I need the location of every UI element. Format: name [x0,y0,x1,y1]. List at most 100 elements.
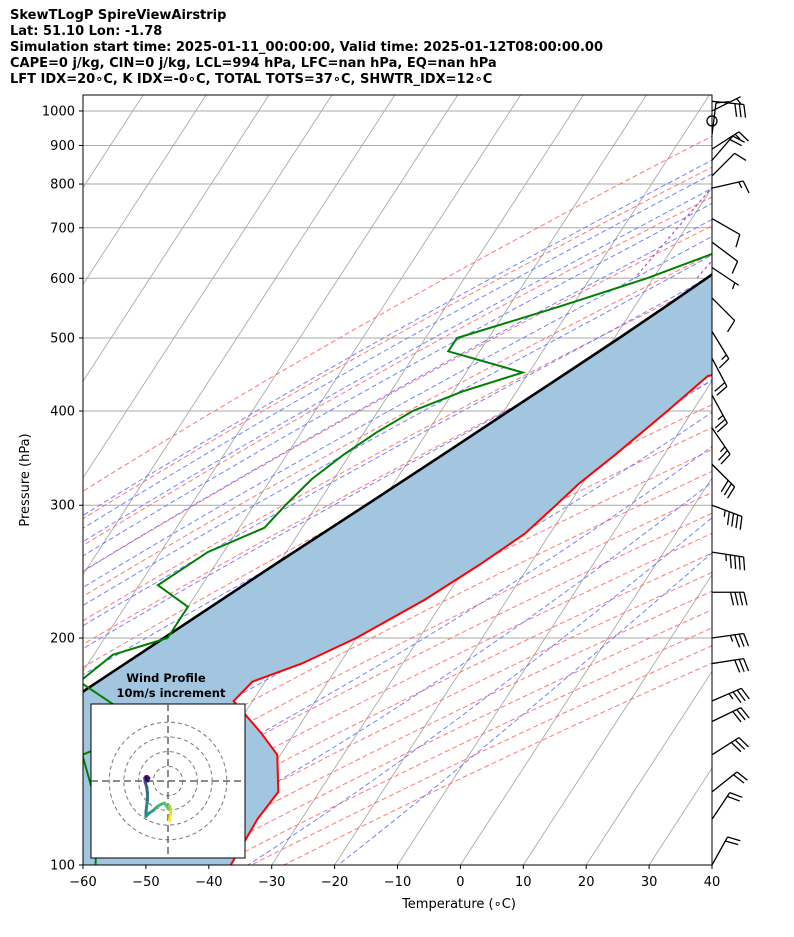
barb-full [729,592,735,606]
barb-shaft [711,657,744,665]
moist-adiabat-line [83,254,712,607]
moist-adiabat-line [83,187,712,543]
inset-hodograph [143,775,173,823]
y-tick-label: 500 [50,331,75,346]
barb-shaft [711,427,731,455]
dry-adiabat-line [88,552,712,865]
barb-full [720,480,729,493]
barb-full [716,422,728,433]
barb-half [719,446,726,453]
axes-layer: −60 −50 −40 −30 −20 −10 0 10 20 30 40 1000 900 800 700… [42,104,720,890]
barb-shaft [711,241,738,262]
isotherm-line [83,95,333,479]
moist-adiabat-line [134,481,712,865]
barb-half [721,354,727,361]
cape-line: CAPE=0 j/kg, CIN=0 j/kg, LCL=994 hPa, LF… [10,56,497,71]
temperature-profile-line [229,374,712,865]
moist-adiabat-line [83,202,712,557]
barb-full [727,795,740,802]
barb-shaft [711,463,736,488]
x-tick-label: 0 [456,875,464,890]
isotherm-line [585,670,712,865]
barb-shaft [711,504,743,518]
isotherm-line [775,95,794,865]
barb-shaft [711,687,742,702]
barb-shaft [711,152,736,177]
y-tick-label: 200 [50,632,75,647]
barb-shaft [711,297,736,322]
dry-adiabat-line [83,253,712,597]
wind-barb [711,632,750,648]
dewpoint-profile-line [83,252,712,865]
barb-full [729,138,743,147]
wind-barb [711,297,736,333]
barb-full [733,774,745,784]
y-tick-label: 700 [50,221,75,236]
barb-full [717,450,728,461]
wind-barb [711,707,750,723]
wind-barb [711,551,746,571]
barb-half [728,693,734,700]
barb-full [738,131,749,142]
barb-shaft [711,180,744,189]
barb-full [714,382,726,392]
moist-adiabat-line [83,297,712,650]
x-axis-label: Temperature (∘C) [401,897,516,912]
barb-full [731,513,735,527]
barb-half [731,282,736,290]
wind-barb [711,152,747,177]
moist-adiabat-line [83,218,712,572]
barb-shaft [711,331,730,360]
location-line: Lat: 51.10 Lon: -1.78 [10,24,163,39]
barb-half [717,414,724,421]
time-line: Simulation start time: 2025-01-11_00:00:… [10,40,603,55]
y-tick-label: 300 [50,499,75,514]
barb-full [720,453,731,465]
wind-barb [711,331,730,369]
barb-full [732,711,742,723]
barb-full [738,737,749,748]
barb-shaft [711,357,728,387]
barb-half [738,181,743,189]
barb-shaft [711,737,740,756]
x-tick-label: −60 [69,875,96,890]
barb-full [734,103,738,117]
barb-shaft [711,394,728,424]
wind-barb [706,115,718,127]
moist-adiabat-line [83,159,712,517]
isotherm-line [711,864,712,865]
barb-full [738,103,742,118]
y-tick-label: 400 [50,405,75,420]
inset-title: Wind Profile [126,671,206,685]
isotherm-line [83,95,396,576]
hodograph-segment [144,775,149,782]
barb-full [716,386,728,396]
barb-half [723,510,726,517]
barb-shaft [711,792,731,820]
x-tick-label: 40 [704,875,721,890]
barb-shaft [711,96,741,112]
chart-header: SkewTLogP SpireViewAirstrip Lat: 51.10 L… [10,8,790,88]
barb-full [734,659,741,673]
index-line: LFT IDX=20∘C, K IDX=-0∘C, TOTAL TOTS=37∘… [10,72,493,87]
barb-full [738,633,745,647]
barb-full [736,689,746,702]
moist-adiabat-line [247,517,712,865]
moist-adiabat-line [83,173,712,529]
isotherm-line [83,95,270,382]
barb-full [738,556,741,570]
barb-half [736,98,742,105]
wind-barb [711,737,749,756]
barb-full [732,135,745,143]
barb-full [743,658,750,672]
x-tick-label: 20 [578,875,595,890]
dry-adiabat-line [83,306,712,645]
barb-full [742,180,750,194]
barb-full [715,100,730,104]
x-tick-label: 30 [641,875,658,890]
wind-barb [711,96,742,112]
barb-full [736,709,746,721]
profile-lines-layer [83,252,712,865]
barb-full [732,691,742,703]
x-tick-label: −20 [321,875,348,890]
